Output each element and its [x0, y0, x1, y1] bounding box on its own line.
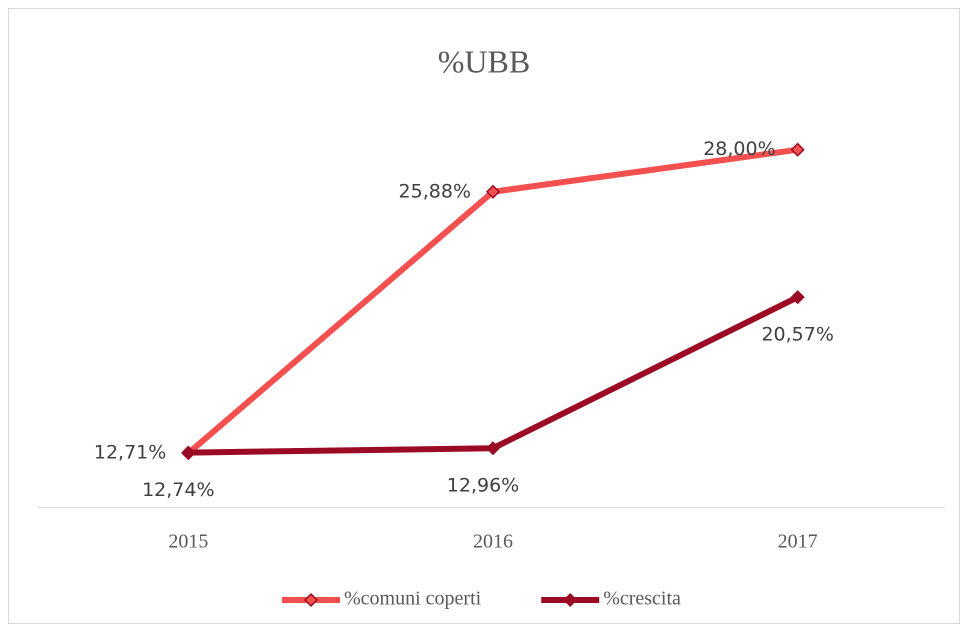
x-tick-label: 2016	[473, 531, 513, 553]
chart-frame	[8, 8, 960, 624]
marker	[790, 142, 805, 157]
data-label: 20,57%	[761, 324, 833, 346]
marker	[790, 290, 805, 305]
legend-label: %crescita	[603, 588, 681, 610]
legend-label: %comuni coperti	[344, 588, 482, 610]
data-label: 12,96%	[447, 475, 519, 497]
chart-title: %UBB	[438, 43, 530, 79]
legend-marker	[303, 592, 319, 608]
x-tick-label: 2015	[168, 531, 208, 553]
x-tick-label: 2017	[778, 531, 818, 553]
data-label: 28,00%	[703, 138, 775, 160]
legend-marker	[563, 592, 578, 608]
data-label: 25,88%	[399, 180, 471, 202]
data-label: 12,71%	[94, 442, 166, 464]
data-label: 12,74%	[142, 479, 214, 501]
marker	[485, 441, 501, 456]
marker	[485, 184, 501, 199]
marker	[181, 445, 196, 460]
